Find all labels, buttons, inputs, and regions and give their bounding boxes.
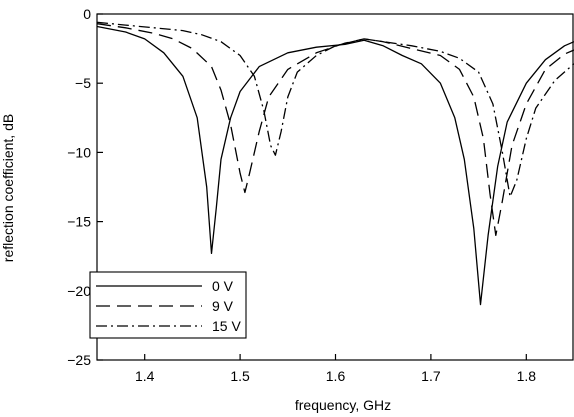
legend: 0 V 9 V 15 V — [89, 271, 247, 339]
x-tick-label: 1.4 — [135, 368, 155, 384]
legend-label: 9 V — [212, 298, 234, 314]
series-line-15v — [97, 21, 574, 198]
x-axis: 1.4 1.5 1.6 1.7 1.8 — [135, 354, 536, 384]
y-axis: 0 −5 −10 −15 −20 −25 — [67, 6, 103, 368]
series-line-9v — [97, 23, 574, 237]
legend-box — [89, 271, 247, 339]
y-tick-label: −20 — [67, 283, 91, 299]
legend-label: 15 V — [212, 318, 241, 334]
legend-label: 0 V — [212, 278, 234, 294]
x-tick-label: 1.6 — [326, 368, 346, 384]
y-axis-label: reflection coefficient, dB — [0, 114, 16, 262]
x-tick-label: 1.5 — [230, 368, 250, 384]
y-tick-label: −10 — [67, 144, 91, 160]
series-line-0v — [97, 25, 574, 306]
y-tick-label: 0 — [83, 6, 91, 22]
y-tick-label: −15 — [67, 214, 91, 230]
y-tick-label: −5 — [75, 75, 91, 91]
series-layer — [97, 21, 574, 306]
x-tick-label: 1.8 — [517, 368, 537, 384]
x-axis-label: frequency, GHz — [295, 397, 391, 413]
y-tick-label: −25 — [67, 352, 91, 368]
x-tick-label: 1.7 — [421, 368, 441, 384]
